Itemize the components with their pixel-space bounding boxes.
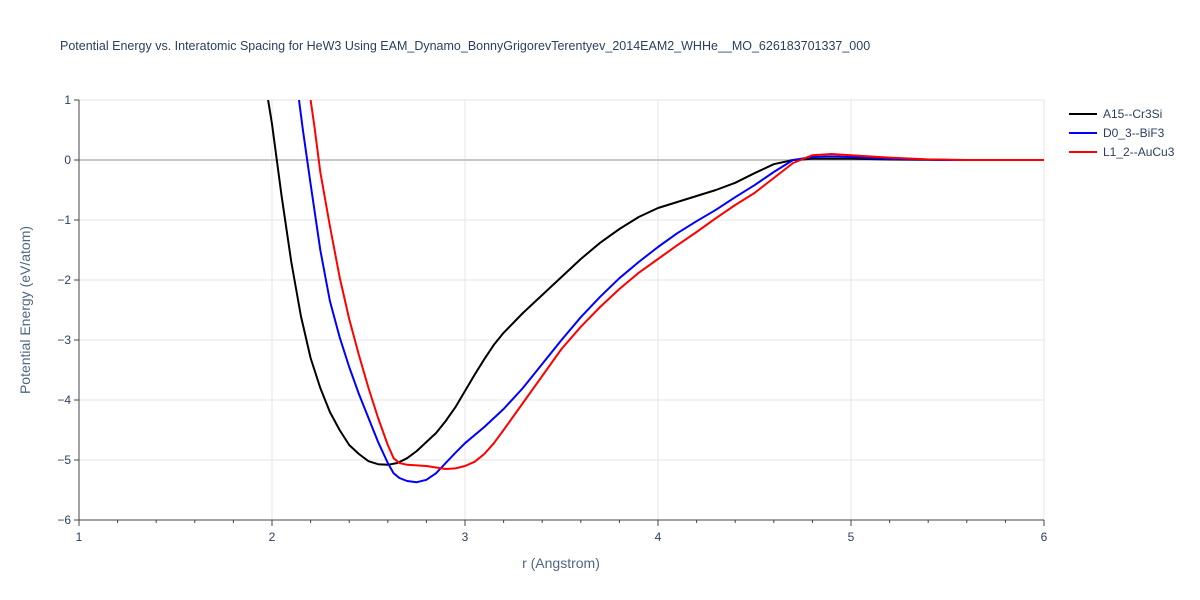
y-tick-label: −6 xyxy=(57,513,71,527)
x-tick-labels: 1 2 3 4 5 6 xyxy=(76,520,1048,544)
legend: A15--Cr3Si D0_3--BiF3 L1_2--AuCu3 xyxy=(1069,107,1175,159)
y-tick-label: 1 xyxy=(64,93,71,107)
plot-area xyxy=(267,100,1044,484)
series-line-a15-cr3si xyxy=(267,100,1044,466)
legend-item[interactable]: L1_2--AuCu3 xyxy=(1069,145,1175,159)
legend-label: A15--Cr3Si xyxy=(1103,107,1162,121)
y-tick-label: −5 xyxy=(57,453,71,467)
x-tick-label: 4 xyxy=(655,530,662,544)
x-tick-label: 3 xyxy=(462,530,469,544)
y-tick-label: −1 xyxy=(57,213,71,227)
legend-item[interactable]: A15--Cr3Si xyxy=(1069,107,1162,121)
series-line-d0-3-bif3 xyxy=(298,100,1044,484)
x-axis-label: r (Angstrom) xyxy=(522,555,600,571)
y-tick-label: −3 xyxy=(57,333,71,347)
x-tick-label: 5 xyxy=(848,530,855,544)
grid-lines xyxy=(79,99,1045,521)
series-line-l1-2-aucu3 xyxy=(309,100,1044,470)
legend-label: D0_3--BiF3 xyxy=(1103,126,1165,140)
y-axis-label: Potential Energy (eV/atom) xyxy=(17,226,33,394)
y-tick-label: −2 xyxy=(57,273,71,287)
y-tick-label: 0 xyxy=(64,153,71,167)
chart-title: Potential Energy vs. Interatomic Spacing… xyxy=(60,39,870,53)
y-tick-labels: 1 0 −1 −2 −3 −4 −5 −6 xyxy=(57,93,79,527)
legend-item[interactable]: D0_3--BiF3 xyxy=(1069,126,1165,140)
legend-label: L1_2--AuCu3 xyxy=(1103,145,1175,159)
x-tick-label: 2 xyxy=(269,530,276,544)
x-tick-label: 1 xyxy=(76,530,83,544)
x-tick-label: 6 xyxy=(1041,530,1048,544)
y-tick-label: −4 xyxy=(57,393,71,407)
